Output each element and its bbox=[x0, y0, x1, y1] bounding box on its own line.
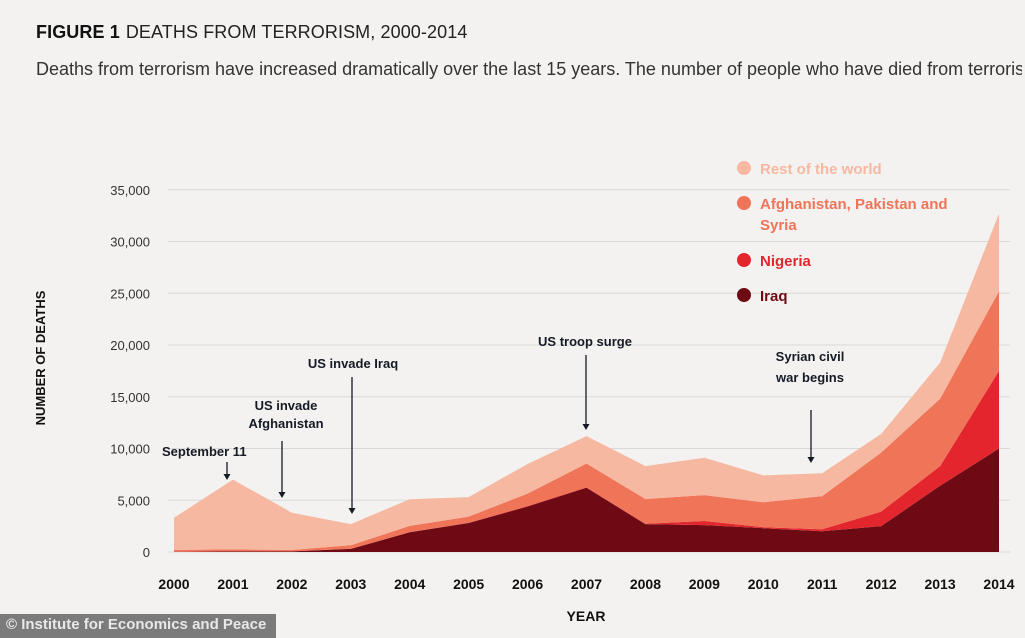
legend-swatch-nigeria bbox=[737, 253, 751, 267]
annotation-arrowhead bbox=[348, 508, 356, 514]
x-tick-label: 2013 bbox=[924, 576, 955, 592]
annotation-arrowhead bbox=[582, 424, 590, 430]
x-tick-label: 2010 bbox=[748, 576, 779, 592]
y-tick-label: 30,000 bbox=[110, 235, 150, 250]
legend-label-afghanistan_pakistan_syria: Afghanistan, Pakistan and bbox=[760, 196, 948, 213]
annotation-label: war begins bbox=[775, 370, 844, 385]
x-tick-label: 2002 bbox=[276, 576, 307, 592]
legend-swatch-rest_of_world bbox=[737, 161, 751, 175]
source-credit: © Institute for Economics and Peace bbox=[0, 614, 277, 638]
annotation-label: Syrian civil bbox=[776, 349, 845, 364]
figure-subtitle: Deaths from terrorism have increased dra… bbox=[36, 59, 1022, 79]
legend-label-afghanistan_pakistan_syria: Syria bbox=[760, 217, 797, 234]
area-series-rest_of_world bbox=[174, 213, 999, 550]
x-tick-label: 2009 bbox=[689, 576, 720, 592]
x-tick-label: 2005 bbox=[453, 576, 484, 592]
annotation-arrowhead bbox=[807, 457, 815, 463]
annotation-label: US troop surge bbox=[538, 334, 632, 349]
y-tick-label: 0 bbox=[143, 545, 150, 560]
legend-swatch-iraq bbox=[737, 288, 751, 302]
annotation-arrowhead bbox=[278, 492, 286, 498]
legend-label-nigeria: Nigeria bbox=[760, 253, 812, 270]
x-tick-label: 2014 bbox=[983, 576, 1014, 592]
x-tick-label: 2001 bbox=[217, 576, 248, 592]
area-series-iraq bbox=[174, 448, 999, 552]
x-tick-label: 2011 bbox=[807, 576, 838, 592]
y-tick-label: 20,000 bbox=[110, 338, 150, 353]
x-tick-label: 2000 bbox=[158, 576, 189, 592]
x-tick-label: 2007 bbox=[571, 576, 602, 592]
y-tick-label: 15,000 bbox=[110, 390, 150, 405]
y-tick-label: 25,000 bbox=[110, 286, 150, 301]
figure-title: FIGURE 1 DEATHS FROM TERRORISM, 2000-2014 bbox=[36, 22, 467, 43]
x-tick-label: 2008 bbox=[630, 576, 661, 592]
x-tick-label: 2012 bbox=[866, 576, 897, 592]
annotation-label: September 11 bbox=[162, 444, 247, 459]
y-tick-label: 35,000 bbox=[110, 183, 150, 198]
y-tick-label: 5,000 bbox=[117, 493, 150, 508]
figure-label: FIGURE 1 bbox=[36, 22, 120, 42]
legend-label-rest_of_world: Rest of the world bbox=[760, 161, 882, 178]
x-axis-title: YEAR bbox=[567, 608, 606, 624]
x-tick-label: 2003 bbox=[335, 576, 366, 592]
x-tick-label: 2006 bbox=[512, 576, 543, 592]
x-tick-label: 2004 bbox=[394, 576, 425, 592]
annotation-label: US invade Iraq bbox=[308, 356, 398, 371]
legend-label-iraq: Iraq bbox=[760, 288, 788, 305]
y-tick-label: 10,000 bbox=[110, 442, 150, 457]
figure-title-text: DEATHS FROM TERRORISM, 2000-2014 bbox=[125, 22, 468, 42]
y-axis-title: NUMBER OF DEATHS bbox=[33, 290, 48, 425]
annotation-label: US invade bbox=[255, 398, 318, 413]
annotation-label: Afghanistan bbox=[248, 416, 323, 431]
annotation-arrowhead bbox=[223, 474, 231, 480]
legend-swatch-afghanistan_pakistan_syria bbox=[737, 196, 751, 210]
